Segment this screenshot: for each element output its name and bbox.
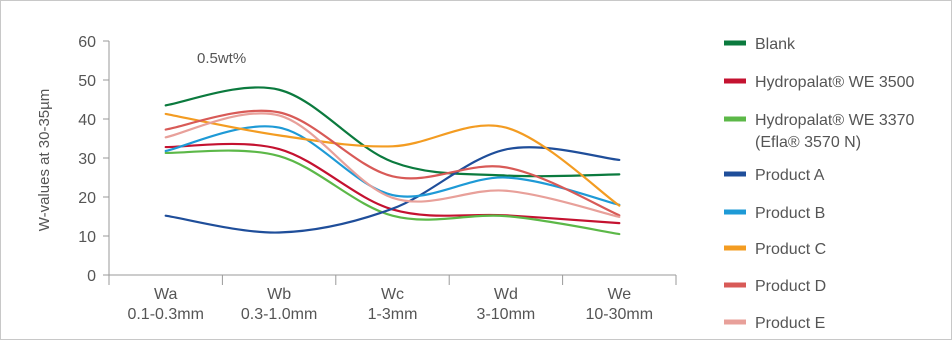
legend-swatch xyxy=(724,171,746,177)
x-tick-sublabel: 10-30mm xyxy=(586,306,654,323)
legend: Blank Hydropalat® WE 3500 Hydropalat® WE 3… xyxy=(724,36,915,332)
x-tick-label: We xyxy=(607,286,631,303)
y-tick-label: 30 xyxy=(78,151,96,168)
legend-label: Hydropalat® WE 3500 xyxy=(755,74,915,91)
series-line-5 xyxy=(164,125,621,206)
legend-label: Product D xyxy=(755,278,826,295)
axes: 0 10 20 30 40 50 60 Wa 0.1-0.3mm Wb 0.3-1.0mm Wc 1-3… xyxy=(78,34,677,323)
legend-label: Blank xyxy=(755,36,796,53)
legend-label: Product B xyxy=(755,205,825,222)
legend-label-line2: (Efla® 3570 N) xyxy=(755,134,861,151)
series-line-8 xyxy=(164,112,621,218)
legend-label: Product A xyxy=(755,167,825,184)
legend-swatch xyxy=(724,245,746,251)
y-tick-label: 50 xyxy=(78,73,96,90)
x-tick-label: Wb xyxy=(267,286,291,303)
concentration-annotation: 0.5wt% xyxy=(197,50,246,67)
y-axis-label: W-values at 30-35µm xyxy=(36,89,53,232)
legend-swatch xyxy=(724,78,746,84)
series-lines xyxy=(164,86,621,236)
series-line-7 xyxy=(164,109,621,217)
x-tick-sublabel: 1-3mm xyxy=(368,306,418,323)
y-tick-label: 60 xyxy=(78,34,96,51)
series-line-4 xyxy=(164,146,621,234)
x-tick-sublabel: 0.1-0.3mm xyxy=(127,306,203,323)
series-line-3 xyxy=(164,149,621,236)
legend-swatch xyxy=(724,40,746,46)
legend-label: Product E xyxy=(755,315,825,332)
x-tick-label: Wa xyxy=(154,286,178,303)
series-line-1 xyxy=(164,86,621,178)
x-tick-label: Wc xyxy=(381,286,404,303)
legend-label: Hydropalat® WE 3370 xyxy=(755,112,915,129)
series-line-6 xyxy=(164,112,621,207)
legend-swatch xyxy=(724,209,746,215)
x-tick-sublabel: 3-10mm xyxy=(477,306,536,323)
y-tick-label: 40 xyxy=(78,112,96,129)
y-tick-label: 20 xyxy=(78,190,96,207)
y-tick-label: 10 xyxy=(78,229,96,246)
legend-swatch xyxy=(724,319,746,325)
legend-label: Product C xyxy=(755,241,826,258)
x-tick-sublabel: 0.3-1.0mm xyxy=(241,306,317,323)
y-tick-label: 0 xyxy=(87,268,96,285)
legend-swatch xyxy=(724,282,746,288)
legend-swatch xyxy=(724,116,746,122)
x-tick-label: Wd xyxy=(494,286,518,303)
